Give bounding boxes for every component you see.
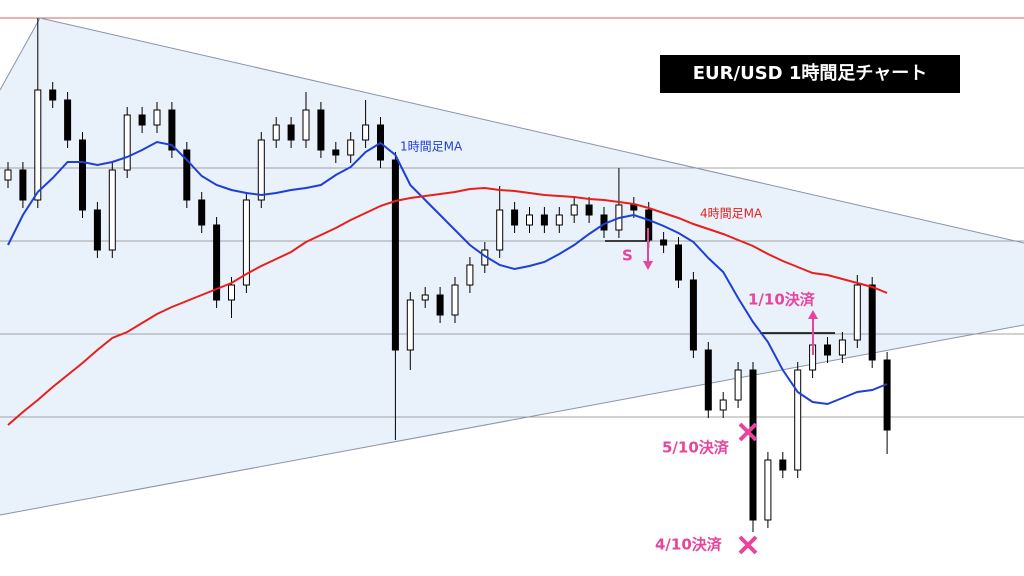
candle-body xyxy=(585,204,593,216)
exit-mark xyxy=(738,422,758,442)
ma-line xyxy=(7,140,888,406)
arrow-head xyxy=(643,261,653,270)
candle-body xyxy=(555,214,563,226)
candle-body xyxy=(108,169,116,251)
annotation: 1/10決済 xyxy=(748,291,816,309)
candle-body xyxy=(570,204,578,216)
ma-lines xyxy=(7,140,888,426)
arrow-head xyxy=(808,310,818,319)
candle-body xyxy=(287,124,295,141)
candle-body xyxy=(4,169,12,181)
candle-body xyxy=(466,264,474,286)
candle-body xyxy=(79,139,86,211)
ma-label: 4時間足MA xyxy=(700,207,763,221)
candle-body xyxy=(824,344,831,356)
candle-body xyxy=(34,89,42,201)
candle-body xyxy=(406,299,414,351)
candle-body xyxy=(779,459,787,471)
exit-mark xyxy=(738,535,758,555)
trend-line xyxy=(0,324,1024,516)
candle-body xyxy=(734,369,742,401)
candle-body xyxy=(764,459,772,521)
annotation: 5/10決済 xyxy=(662,439,730,457)
candle-body xyxy=(391,159,399,351)
triangle-fill xyxy=(0,18,1024,515)
candle-body xyxy=(213,224,221,301)
candle-body xyxy=(794,369,802,471)
candle-body xyxy=(749,369,757,521)
candle-body xyxy=(257,139,265,201)
ma-label: 1時間足MA xyxy=(400,140,463,154)
candle-body xyxy=(168,109,176,151)
candle-body xyxy=(347,139,355,156)
candle-body xyxy=(719,399,727,411)
ma-line xyxy=(7,186,888,426)
candle-body xyxy=(272,124,280,141)
title-box xyxy=(660,55,960,93)
candle-body xyxy=(838,339,846,356)
candle-body xyxy=(853,284,861,341)
candle-body xyxy=(49,89,57,101)
candle-body xyxy=(19,169,27,201)
candle-body xyxy=(451,284,459,316)
candle-body xyxy=(526,214,533,226)
chart-title: EUR/USD 1時間足チャート xyxy=(693,63,927,84)
candles xyxy=(4,18,891,532)
candle-body xyxy=(302,109,310,141)
candle-body xyxy=(511,209,519,226)
candle-body xyxy=(138,114,146,126)
candle-body xyxy=(123,114,131,171)
candle-body xyxy=(496,209,504,251)
annotation: S xyxy=(622,247,633,265)
candle-body xyxy=(228,284,235,301)
candle-body xyxy=(436,294,444,316)
candle-body xyxy=(868,284,876,361)
candle-body xyxy=(332,149,340,156)
candle-body xyxy=(362,124,370,141)
candle-body xyxy=(421,294,429,301)
annotation: 4/10決済 xyxy=(655,536,723,554)
candle-body xyxy=(704,349,712,411)
trend-line xyxy=(0,17,41,91)
candle-body xyxy=(883,359,891,431)
candle-body xyxy=(689,279,697,351)
candle-body xyxy=(93,209,101,251)
candle-body xyxy=(242,199,250,286)
candle-body xyxy=(198,199,206,226)
candle-body xyxy=(630,204,638,211)
trend-line xyxy=(39,17,1024,244)
candle-body xyxy=(540,214,548,226)
candle-body xyxy=(64,99,72,141)
candle-body xyxy=(153,109,161,126)
candle-body xyxy=(317,109,325,151)
candle-body xyxy=(660,239,668,246)
candle-body xyxy=(675,244,682,281)
candle-body xyxy=(183,149,191,201)
